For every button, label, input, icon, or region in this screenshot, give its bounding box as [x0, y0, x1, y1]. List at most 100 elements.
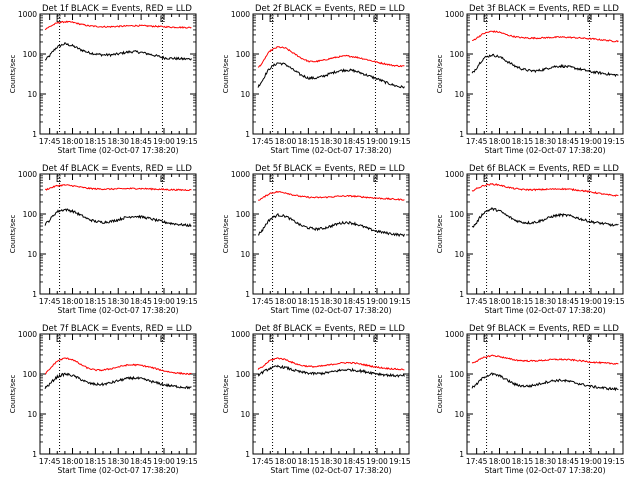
x-tick-label: 18:30: [107, 457, 129, 466]
e-marker-label: E: [483, 175, 489, 185]
y-tick-label: 1000: [231, 170, 250, 179]
panel-title: Det 2f BLACK = Events, RED = LLD: [255, 4, 405, 14]
e-marker-label: E: [373, 15, 379, 25]
series-line-events: [45, 42, 192, 61]
series-line-events: [257, 212, 405, 238]
x-tick-label: 18:30: [320, 137, 342, 146]
series-line-lld: [257, 357, 405, 371]
panel-det-3f: Det 3f BLACK = Events, RED = LLD 1 10 100 10…: [436, 4, 625, 155]
y-tick-label: 100: [23, 370, 38, 379]
x-tick-label: 18:00: [62, 137, 84, 146]
y-tick-label: 1000: [18, 330, 37, 339]
e-marker-label: E: [160, 175, 166, 185]
x-tick-label: 19:00: [580, 457, 602, 466]
x-tick-label: 18:30: [107, 137, 129, 146]
panel-det-9f: Det 9f BLACK = Events, RED = LLD 1 10 100 10…: [436, 324, 625, 475]
e-marker-label: E: [269, 335, 275, 345]
series-line-events: [44, 208, 192, 228]
x-tick-label: 18:15: [512, 297, 534, 306]
e-marker-label: E: [373, 335, 379, 345]
y-tick-label: 1: [245, 130, 250, 139]
y-tick-label: 1000: [18, 170, 37, 179]
y-tick-label: 10: [27, 410, 37, 419]
x-tick-label: 17:45: [466, 297, 488, 306]
x-tick-label: 18:00: [275, 137, 297, 146]
panel-det-8f: Det 8f BLACK = Events, RED = LLD 1 10 100 10…: [222, 324, 411, 475]
x-tick-label: 19:00: [580, 137, 602, 146]
y-tick-label: 1: [32, 450, 37, 459]
x-tick-label: 19:00: [366, 457, 388, 466]
x-tick-label: 18:00: [489, 297, 511, 306]
y-axis-label: Counts/sec: [222, 215, 230, 254]
x-tick-label: 18:30: [534, 137, 556, 146]
x-axis-label: Start Time (02-Oct-07 17:38:20): [484, 146, 605, 155]
panel-title: Det 8f BLACK = Events, RED = LLD: [255, 324, 405, 334]
x-tick-label: 19:15: [389, 297, 411, 306]
x-axis-label: Start Time (02-Oct-07 17:38:20): [484, 466, 605, 475]
e-marker-label: E: [483, 335, 489, 345]
y-tick-label: 10: [240, 90, 250, 99]
x-tick-label: 19:15: [176, 457, 198, 466]
x-tick-label: 18:45: [130, 297, 152, 306]
panel-title: Det 3f BLACK = Events, RED = LLD: [469, 4, 619, 14]
plot-frame: [252, 333, 410, 455]
y-axis-label: Counts/sec: [222, 375, 230, 414]
y-tick-label: 10: [454, 410, 464, 419]
y-tick-label: 1: [459, 130, 464, 139]
x-tick-label: 19:15: [389, 137, 411, 146]
panel-det-1f: Det 1f BLACK = Events, RED = LLD 1 10 100 10…: [9, 4, 198, 155]
x-axis-label: Start Time (02-Oct-07 17:38:20): [57, 306, 178, 315]
x-tick-label: 18:15: [85, 457, 107, 466]
x-tick-label: 18:00: [62, 297, 84, 306]
y-tick-label: 10: [240, 250, 250, 259]
y-axis-label: Counts/sec: [222, 55, 230, 94]
e-marker-label: E: [56, 175, 62, 185]
y-axis-label: Counts/sec: [9, 55, 17, 94]
x-tick-label: 18:30: [534, 297, 556, 306]
series-line-lld: [257, 190, 405, 202]
series-line-events: [257, 364, 405, 378]
panel-det-7f: Det 7f BLACK = Events, RED = LLD 1 10 100 10…: [9, 324, 198, 475]
x-tick-label: 19:00: [153, 457, 175, 466]
x-tick-label: 17:45: [252, 137, 274, 146]
panel-title: Det 5f BLACK = Events, RED = LLD: [255, 164, 405, 174]
plot-frame: [466, 13, 624, 135]
x-tick-label: 19:00: [153, 137, 175, 146]
plot-frame: [39, 173, 197, 295]
x-tick-label: 19:15: [603, 137, 625, 146]
x-tick-label: 18:00: [62, 457, 84, 466]
y-tick-label: 1000: [231, 330, 250, 339]
y-axis-label: Counts/sec: [9, 375, 17, 414]
e-marker-label: E: [160, 15, 166, 25]
x-tick-label: 18:00: [489, 457, 511, 466]
series-line-events: [257, 62, 405, 89]
e-marker-label: E: [56, 335, 62, 345]
panel-det-5f: Det 5f BLACK = Events, RED = LLD 1 10 100 10…: [222, 164, 411, 315]
plot-frame: [39, 333, 197, 455]
e-marker-label: E: [587, 15, 593, 25]
x-tick-label: 19:00: [580, 297, 602, 306]
y-tick-label: 10: [454, 250, 464, 259]
panel-title: Det 1f BLACK = Events, RED = LLD: [42, 4, 192, 14]
y-axis-label: Counts/sec: [436, 55, 444, 94]
e-marker-label: E: [587, 175, 593, 185]
y-tick-label: 10: [27, 90, 37, 99]
x-tick-label: 18:45: [343, 137, 365, 146]
x-tick-label: 17:45: [39, 137, 61, 146]
x-tick-label: 18:15: [512, 457, 534, 466]
series-line-lld: [45, 184, 192, 192]
y-tick-label: 1000: [231, 10, 250, 19]
y-tick-label: 1: [459, 290, 464, 299]
x-tick-label: 19:00: [366, 297, 388, 306]
plot-frame: [252, 13, 410, 135]
series-line-events: [471, 207, 619, 228]
x-tick-label: 18:45: [130, 457, 152, 466]
x-tick-label: 18:45: [343, 457, 365, 466]
x-tick-label: 18:45: [343, 297, 365, 306]
x-axis-label: Start Time (02-Oct-07 17:38:20): [270, 146, 391, 155]
y-tick-label: 100: [236, 210, 251, 219]
y-tick-label: 1: [459, 450, 464, 459]
e-marker-label: E: [587, 335, 593, 345]
panel-title: Det 9f BLACK = Events, RED = LLD: [469, 324, 619, 334]
